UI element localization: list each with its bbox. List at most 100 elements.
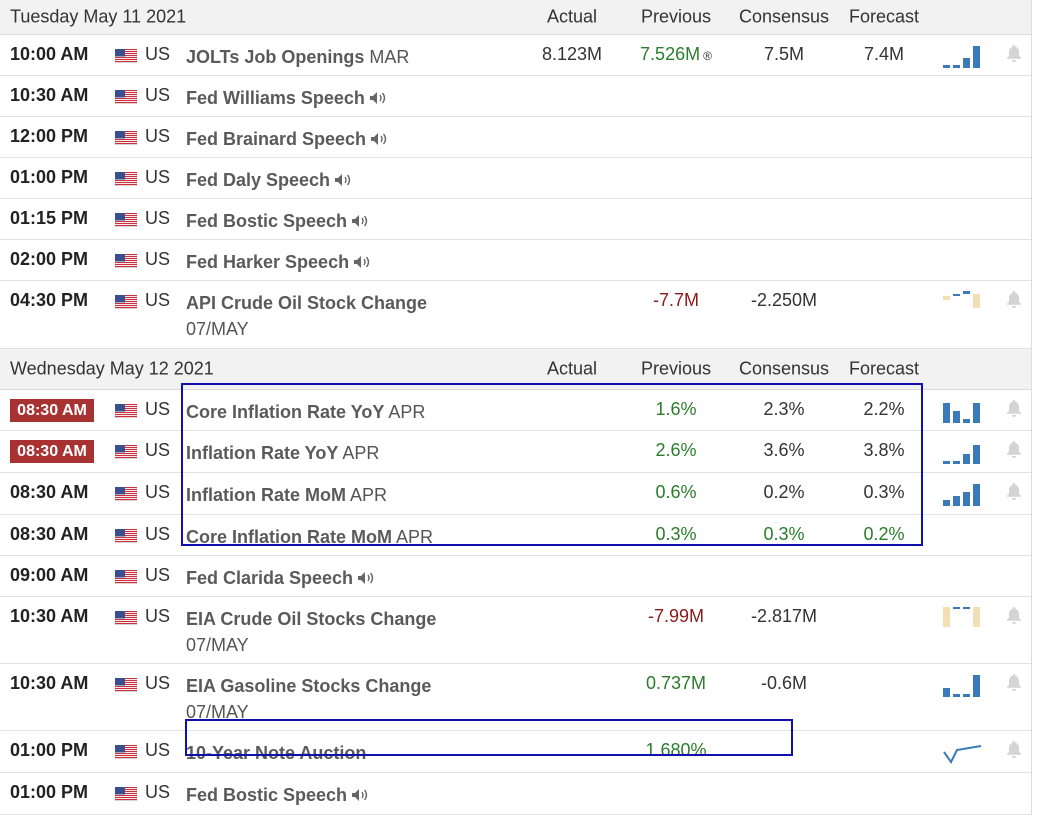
- flag: [114, 443, 138, 464]
- event-name: Fed Clarida Speech: [186, 568, 354, 588]
- forecast-value: 7.4M: [829, 44, 939, 65]
- event-row: 12:00 PM US Fed Brainard Speech: [0, 117, 1031, 158]
- alert-bell[interactable]: [1005, 399, 1023, 422]
- consensus: -2.817M: [750, 606, 818, 626]
- sparkline: [941, 288, 983, 319]
- consensus: 2.3%: [763, 399, 805, 419]
- audio-icon[interactable]: [347, 785, 369, 805]
- audio-icon[interactable]: [330, 170, 352, 190]
- consensus-value: 0.2%: [729, 482, 839, 503]
- consensus-value: 0.3%: [729, 524, 839, 545]
- country: US: [145, 126, 171, 146]
- time: 04:30 PM: [10, 290, 89, 310]
- event-row: 10:30 AM US EIA Crude Oil Stocks Change 07/…: [0, 597, 1031, 664]
- event-row: 01:00 PM US Fed Bostic Speech: [0, 773, 1031, 815]
- event: 10-Year Note Auction: [186, 740, 366, 766]
- flag: [114, 568, 138, 589]
- date: Wednesday May 12 2021: [10, 358, 214, 379]
- time: 12:00 PM: [10, 126, 89, 146]
- audio-icon[interactable]: [366, 129, 388, 149]
- flag: [114, 402, 138, 423]
- country: US: [145, 606, 171, 626]
- country: US: [145, 167, 171, 187]
- alert-bell[interactable]: [1005, 606, 1023, 629]
- country: US: [145, 740, 171, 760]
- alert-bell[interactable]: [1005, 482, 1023, 505]
- event: Fed Brainard Speech: [186, 126, 388, 152]
- time: 10:00 AM: [10, 44, 89, 64]
- country: US: [145, 290, 171, 310]
- forecast-value: 0.2%: [829, 524, 939, 545]
- previous-value: 0.6%: [621, 482, 731, 503]
- previous: 0.3%: [655, 524, 697, 544]
- flag: [114, 485, 138, 506]
- event: Core Inflation Rate MoM APR: [186, 524, 433, 550]
- country: US: [145, 44, 171, 64]
- event-name: Inflation Rate MoM: [186, 485, 346, 505]
- alert-bell[interactable]: [1005, 440, 1023, 463]
- audio-icon[interactable]: [353, 568, 375, 588]
- audio-icon[interactable]: [365, 88, 387, 108]
- period: APR: [396, 527, 434, 547]
- event-name: Core Inflation Rate MoM: [186, 527, 392, 547]
- alert-bell[interactable]: [1005, 44, 1023, 67]
- event-name: Fed Brainard Speech: [186, 129, 367, 149]
- column-header: Consensus: [738, 6, 830, 27]
- previous: 1.680%: [645, 740, 707, 760]
- alert-bell[interactable]: [1005, 290, 1023, 313]
- period: APR: [388, 402, 426, 422]
- previous-value: 1.6%: [621, 399, 731, 420]
- alert-bell[interactable]: [1005, 673, 1023, 696]
- country: US: [145, 482, 171, 502]
- event: JOLTs Job Openings MAR: [186, 44, 409, 70]
- flag: [114, 252, 138, 273]
- previous: 7.526M: [640, 44, 701, 64]
- time: 01:00 PM: [10, 167, 89, 187]
- previous: 2.6%: [655, 440, 697, 460]
- forecast-value: 2.2%: [829, 399, 939, 420]
- consensus: -0.6M: [760, 673, 807, 693]
- time: 08:30 AM: [10, 482, 89, 502]
- previous-value: 0.737M: [621, 673, 731, 694]
- country: US: [145, 249, 171, 269]
- consensus-value: 7.5M: [729, 44, 839, 65]
- consensus-value: -2.250M: [729, 290, 839, 311]
- previous-value: 7.526M ®: [621, 44, 731, 65]
- period: 07/MAY: [186, 319, 249, 339]
- sparkline: [941, 738, 983, 769]
- event-row: 09:00 AM US Fed Clarida Speech: [0, 556, 1031, 597]
- forecast: 0.2%: [863, 524, 905, 544]
- audio-icon[interactable]: [349, 252, 371, 272]
- event-row: 01:15 PM US Fed Bostic Speech: [0, 199, 1031, 240]
- event-name: Fed Williams Speech: [186, 88, 365, 108]
- sparkline: [941, 480, 983, 511]
- flag: [114, 88, 138, 109]
- previous: 0.737M: [645, 673, 707, 693]
- event-row: 01:00 PM US 10-Year Note Auction 1.680%: [0, 731, 1031, 773]
- audio-icon[interactable]: [347, 211, 369, 231]
- country: US: [145, 782, 171, 802]
- event: Fed Daly Speech: [186, 167, 352, 193]
- time: 09:00 AM: [10, 565, 89, 585]
- time: 01:00 PM: [10, 740, 89, 760]
- event-row: 02:00 PM US Fed Harker Speech: [0, 240, 1031, 281]
- forecast: 3.8%: [863, 440, 905, 460]
- event: Fed Harker Speech: [186, 249, 371, 275]
- consensus: 0.2%: [763, 482, 805, 502]
- consensus: -2.250M: [750, 290, 818, 310]
- event: Fed Williams Speech: [186, 85, 387, 111]
- consensus: 7.5M: [763, 44, 805, 64]
- country: US: [145, 673, 171, 693]
- column-header: Actual: [546, 358, 598, 379]
- alert-bell[interactable]: [1005, 740, 1023, 763]
- flag: [114, 527, 138, 548]
- period: APR: [350, 485, 388, 505]
- event-name: Fed Daly Speech: [186, 170, 331, 190]
- consensus: 0.3%: [763, 524, 805, 544]
- country: US: [145, 208, 171, 228]
- country: US: [145, 524, 171, 544]
- event: EIA Gasoline Stocks Change 07/MAY: [186, 673, 431, 725]
- sparkline: [941, 604, 983, 635]
- time-badge: 08:30 AM: [10, 440, 94, 463]
- previous-value: 2.6%: [621, 440, 731, 461]
